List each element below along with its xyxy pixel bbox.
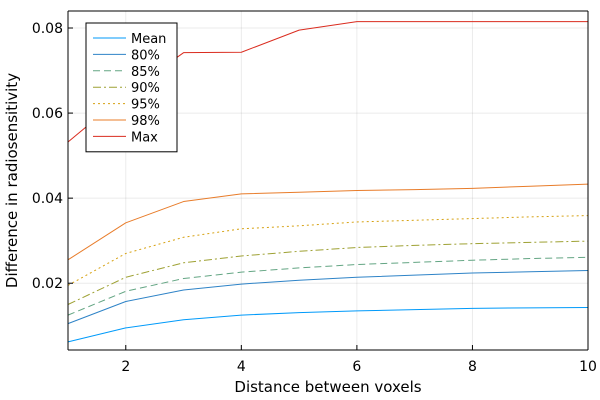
series-line-95pct bbox=[67, 215, 589, 286]
legend-label: 85% bbox=[131, 65, 160, 80]
axes-layer bbox=[67, 10, 589, 351]
series-line-98pct bbox=[67, 183, 589, 261]
x-tick-label: 8 bbox=[468, 359, 477, 375]
legend-label: 95% bbox=[131, 98, 160, 113]
x-tick-label: 2 bbox=[121, 359, 130, 375]
y-tick-label: 0.02 bbox=[32, 276, 63, 292]
legend-label: Mean bbox=[131, 32, 166, 47]
legend-label: 90% bbox=[131, 81, 160, 96]
series-line-90pct bbox=[67, 240, 589, 305]
legend-label: Max bbox=[131, 130, 158, 145]
y-tick-label: 0.08 bbox=[32, 21, 63, 37]
series-line-85pct bbox=[67, 256, 589, 316]
y-axis-label: Difference in radiosensitivity bbox=[3, 73, 21, 288]
ticks-layer: 2 4 6 8 10 0.02 0.04 0.06 0.08 bbox=[32, 21, 597, 375]
x-tick-label: 6 bbox=[352, 359, 361, 375]
x-tick-label: 10 bbox=[579, 359, 597, 375]
y-tick-label: 0.06 bbox=[32, 106, 63, 122]
x-axis-label: Distance between voxels bbox=[234, 378, 421, 396]
series-line-mean bbox=[67, 306, 589, 343]
series-line-80pct bbox=[67, 269, 589, 325]
series-layer bbox=[67, 21, 589, 343]
legend-box bbox=[85, 22, 178, 153]
legend-label: 98% bbox=[131, 114, 160, 129]
legend-label: 80% bbox=[131, 48, 160, 63]
y-tick-label: 0.04 bbox=[32, 191, 63, 207]
x-tick-label: 4 bbox=[237, 359, 246, 375]
